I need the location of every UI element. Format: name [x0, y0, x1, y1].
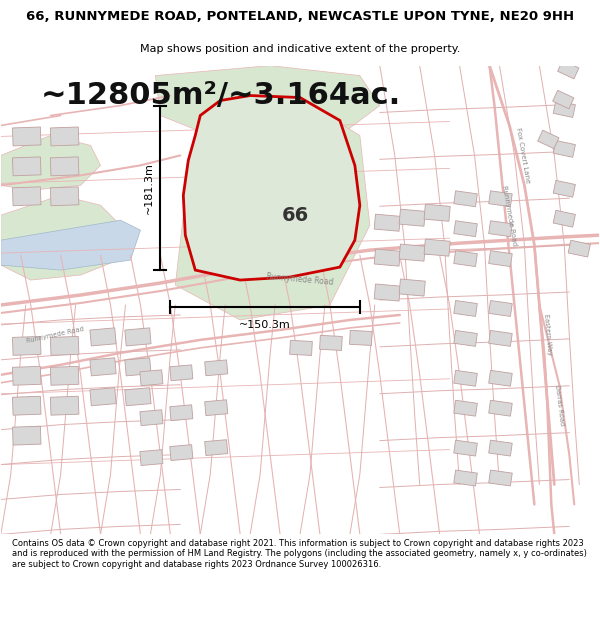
Bar	[553, 141, 575, 158]
Bar	[568, 240, 590, 257]
Bar	[553, 91, 574, 109]
Text: Darras Road: Darras Road	[554, 384, 565, 426]
Bar	[125, 357, 151, 376]
Bar	[374, 214, 400, 231]
Text: 66, RUNNYMEDE ROAD, PONTELAND, NEWCASTLE UPON TYNE, NE20 9HH: 66, RUNNYMEDE ROAD, PONTELAND, NEWCASTLE…	[26, 10, 574, 23]
Bar	[290, 341, 313, 356]
Bar	[125, 388, 151, 406]
Bar	[553, 101, 575, 118]
Bar	[90, 357, 116, 376]
Bar	[13, 336, 41, 356]
Bar	[13, 187, 41, 206]
Bar	[50, 336, 79, 356]
Bar	[454, 440, 478, 456]
Bar	[424, 239, 450, 256]
Bar	[205, 360, 228, 376]
Bar	[170, 365, 193, 381]
Bar	[170, 405, 193, 421]
Bar	[399, 279, 425, 296]
Bar	[50, 366, 79, 385]
Bar	[140, 449, 163, 466]
Text: ~181.3m: ~181.3m	[143, 162, 154, 214]
Bar	[374, 284, 400, 301]
Bar	[90, 328, 116, 346]
Bar	[50, 187, 79, 206]
Text: ~12805m²/~3.164ac.: ~12805m²/~3.164ac.	[41, 81, 401, 110]
Bar	[553, 181, 575, 198]
Bar	[488, 191, 512, 207]
Bar	[454, 470, 478, 486]
Bar	[50, 396, 79, 415]
Bar	[13, 366, 41, 385]
Bar	[170, 444, 193, 461]
Bar	[488, 221, 512, 237]
Bar	[454, 191, 478, 207]
Bar	[374, 249, 400, 266]
Bar	[454, 400, 478, 416]
Bar	[140, 370, 163, 386]
Text: Runnymede Road: Runnymede Road	[266, 272, 334, 286]
Bar	[557, 61, 579, 79]
Bar	[13, 426, 41, 445]
Text: Eastern Way: Eastern Way	[542, 314, 552, 356]
Bar	[454, 251, 478, 266]
Bar	[350, 331, 372, 346]
Polygon shape	[175, 106, 370, 320]
Bar	[13, 157, 41, 176]
Bar	[454, 301, 478, 316]
Bar	[205, 400, 228, 416]
Text: ~150.3m: ~150.3m	[239, 320, 291, 330]
Bar	[454, 221, 478, 237]
Bar	[538, 130, 559, 149]
Bar	[140, 410, 163, 426]
Bar	[50, 157, 79, 176]
Text: Contains OS data © Crown copyright and database right 2021. This information is : Contains OS data © Crown copyright and d…	[12, 539, 587, 569]
Bar	[488, 251, 512, 266]
Polygon shape	[1, 220, 140, 270]
Bar	[13, 396, 41, 415]
Bar	[424, 204, 450, 221]
Bar	[488, 440, 512, 456]
Polygon shape	[1, 195, 130, 280]
Bar	[488, 371, 512, 386]
Bar	[125, 328, 151, 346]
Bar	[13, 127, 41, 146]
Bar	[90, 388, 116, 406]
Text: Runnymede Road: Runnymede Road	[26, 326, 85, 344]
Bar	[488, 331, 512, 346]
Bar	[488, 301, 512, 316]
Bar	[50, 127, 79, 146]
Bar	[399, 209, 425, 226]
Bar	[454, 371, 478, 386]
Bar	[320, 336, 342, 351]
Bar	[553, 210, 575, 227]
Bar	[488, 470, 512, 486]
Polygon shape	[155, 66, 380, 141]
Text: 66: 66	[281, 206, 308, 225]
Text: Map shows position and indicative extent of the property.: Map shows position and indicative extent…	[140, 44, 460, 54]
Polygon shape	[195, 250, 235, 277]
Polygon shape	[1, 136, 101, 190]
Polygon shape	[185, 181, 265, 250]
Bar	[488, 400, 512, 416]
Text: Runnymede Road: Runnymede Road	[501, 184, 518, 246]
Bar	[205, 440, 228, 456]
Polygon shape	[184, 96, 360, 280]
Bar	[399, 244, 425, 261]
Text: Fox Covert Lane: Fox Covert Lane	[515, 127, 530, 184]
Bar	[454, 331, 478, 346]
